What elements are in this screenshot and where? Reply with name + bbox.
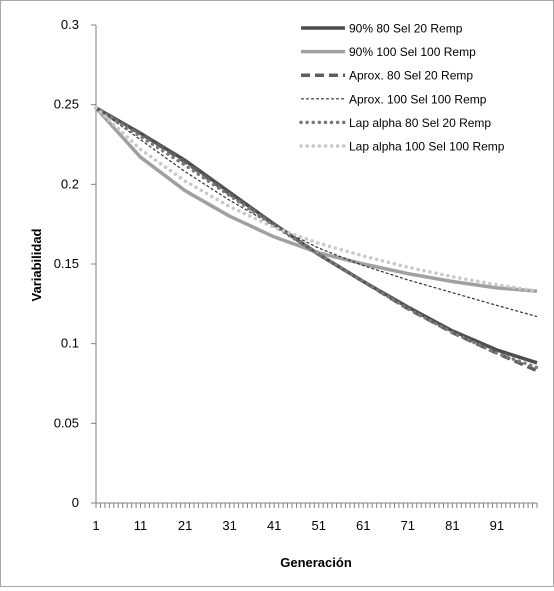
legend-label-6: Lap alpha 100 Sel 100 Remp — [349, 140, 505, 154]
x-tick-label: 71 — [401, 518, 415, 533]
y-tick-label: 0.05 — [54, 415, 79, 430]
x-axis-title: Generación — [280, 555, 352, 570]
y-tick-label: 0.15 — [54, 256, 79, 271]
legend-label-1: 90% 80 Sel 20 Remp — [349, 22, 463, 36]
x-tick-label: 51 — [311, 518, 325, 533]
y-tick-label: 0.25 — [54, 97, 79, 112]
series-line-2 — [94, 106, 538, 293]
series-line-5 — [94, 106, 539, 370]
axes: 00.050.10.150.20.250.31 11 21 31 41 51 61 71 81 9… — [54, 17, 538, 533]
legend-label-3: Aprox. 80 Sel 20 Remp — [349, 69, 473, 83]
x-tick-label: 91 — [490, 518, 504, 533]
y-tick-label: 0.3 — [61, 17, 79, 32]
series-layer — [94, 106, 539, 373]
y-tick-label: 0 — [72, 495, 79, 510]
series-line-4 — [95, 107, 538, 318]
legend-label-4: Aprox. 100 Sel 100 Remp — [349, 92, 487, 106]
y-tick-label: 0.2 — [61, 176, 79, 191]
series-line-6 — [94, 106, 539, 293]
y-axis-title: Variabilidad — [29, 228, 44, 301]
x-tick-label: 41 — [267, 518, 281, 533]
x-tick-label: 21 — [178, 518, 192, 533]
legend-label-2: 90% 100 Sel 100 Remp — [349, 45, 476, 59]
x-tick-label: 1 — [92, 518, 99, 533]
x-tick-label: 81 — [445, 518, 459, 533]
x-tick-label: 11 — [134, 518, 148, 533]
legend-label-5: Lap alpha 80 Sel 20 Remp — [349, 116, 491, 130]
x-tick-label: 31 — [222, 518, 236, 533]
y-tick-label: 0.1 — [61, 336, 79, 351]
legend: 90% 80 Sel 20 Remp 90% 100 Sel 100 Remp Ap… — [299, 22, 505, 154]
x-tick-label: 61 — [356, 518, 370, 533]
